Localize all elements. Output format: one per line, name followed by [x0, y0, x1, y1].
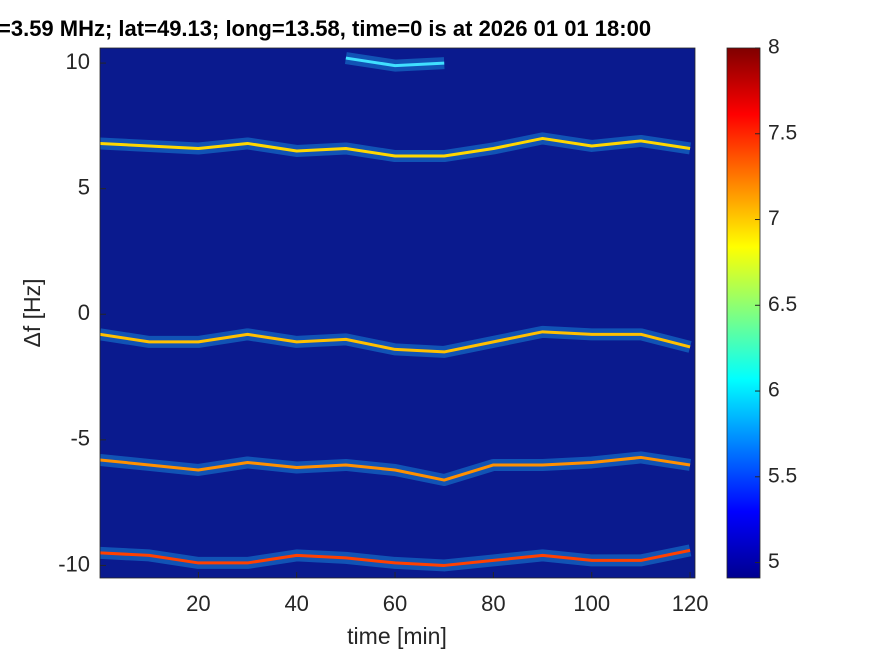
- colorbar-tick-label: 8: [768, 36, 780, 59]
- colorbar-tick-label: 6.5: [768, 293, 797, 316]
- plot-background: [100, 48, 695, 578]
- y-tick-label: -5: [70, 426, 90, 451]
- colorbar: [726, 47, 761, 579]
- trace: [345, 56, 445, 68]
- colorbar-tick-label: 5.5: [768, 464, 797, 487]
- y-tick-label: 5: [78, 174, 90, 199]
- y-tick-label: 0: [78, 300, 90, 325]
- x-tick-label: 60: [383, 591, 407, 616]
- x-tick-label: 120: [672, 591, 709, 616]
- y-tick-label: 10: [66, 49, 90, 74]
- colorbar-tick-label: 7.5: [768, 121, 797, 144]
- plot-frame: [99, 47, 696, 579]
- colorbar-tick-label: 5: [768, 550, 780, 573]
- traces: [100, 52, 692, 572]
- x-tick-label: 40: [284, 591, 308, 616]
- trace: [100, 548, 691, 567]
- x-tick-label: 80: [481, 591, 505, 616]
- trace: [100, 136, 691, 158]
- x-tick-label: 20: [186, 591, 210, 616]
- y-axis-label: Δf [Hz]: [19, 278, 45, 347]
- trace: [100, 455, 691, 482]
- trace: [100, 330, 691, 354]
- y-tick-label: -10: [58, 551, 90, 576]
- colorbar-tick-label: 6: [768, 379, 780, 402]
- x-tick-label: 100: [573, 591, 610, 616]
- x-axis-label: time [min]: [347, 623, 447, 649]
- colorbar-tick-label: 7: [768, 207, 780, 230]
- chart-title: =3.59 MHz; lat=49.13; long=13.58, time=0…: [0, 16, 651, 41]
